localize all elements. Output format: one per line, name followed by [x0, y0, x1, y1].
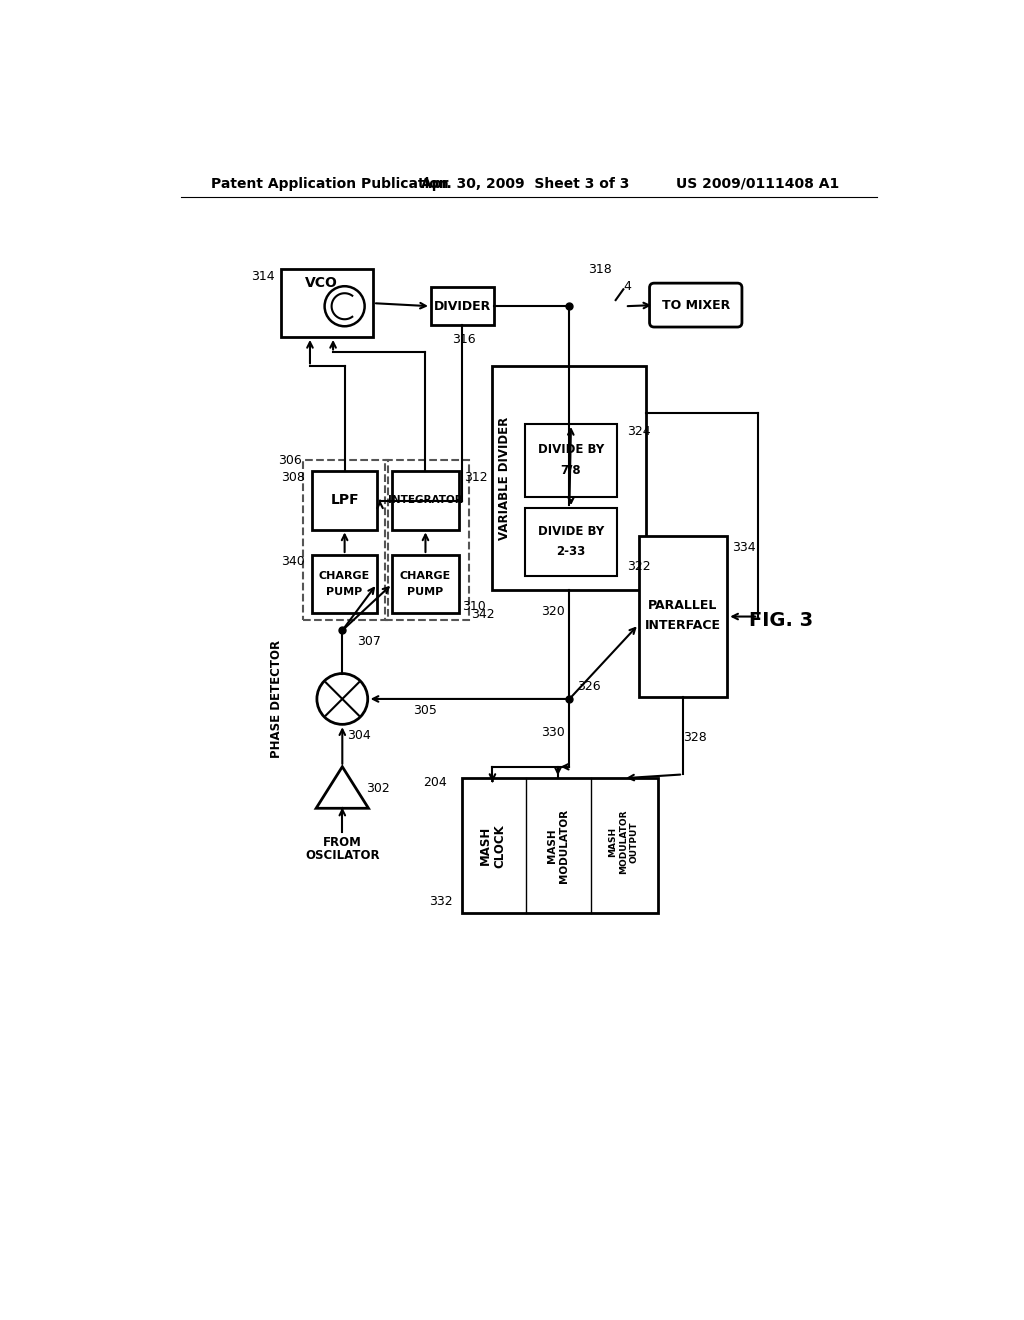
- Text: CHARGE: CHARGE: [399, 572, 452, 581]
- FancyBboxPatch shape: [392, 554, 459, 612]
- Text: 308: 308: [281, 471, 304, 483]
- Text: 310: 310: [462, 601, 485, 612]
- FancyBboxPatch shape: [462, 779, 658, 913]
- FancyBboxPatch shape: [639, 536, 727, 697]
- FancyBboxPatch shape: [392, 471, 459, 529]
- Text: 322: 322: [627, 560, 650, 573]
- Text: US 2009/0111408 A1: US 2009/0111408 A1: [676, 177, 839, 191]
- Text: MASH
CLOCK: MASH CLOCK: [478, 824, 507, 867]
- FancyBboxPatch shape: [493, 367, 646, 590]
- Text: DIVIDE BY: DIVIDE BY: [538, 444, 604, 457]
- Text: 318: 318: [589, 263, 612, 276]
- Text: PHASE DETECTOR: PHASE DETECTOR: [270, 640, 284, 758]
- Text: MASH
MODULATOR: MASH MODULATOR: [547, 809, 568, 883]
- Text: PARALLEL: PARALLEL: [648, 599, 718, 612]
- Text: DIVIDE BY: DIVIDE BY: [538, 524, 604, 537]
- Text: 7/8: 7/8: [561, 463, 582, 477]
- Text: FIG. 3: FIG. 3: [750, 611, 813, 630]
- Text: Apr. 30, 2009  Sheet 3 of 3: Apr. 30, 2009 Sheet 3 of 3: [421, 177, 629, 191]
- FancyBboxPatch shape: [431, 286, 494, 326]
- Text: 324: 324: [627, 425, 650, 438]
- Text: 306: 306: [278, 454, 301, 467]
- Text: 4: 4: [624, 280, 631, 293]
- Text: 342: 342: [471, 607, 495, 620]
- Text: MASH
MODULATOR
OUTPUT: MASH MODULATOR OUTPUT: [608, 809, 638, 874]
- Text: 302: 302: [366, 781, 389, 795]
- FancyBboxPatch shape: [524, 424, 617, 498]
- Text: 332: 332: [429, 895, 453, 908]
- Text: Patent Application Publication: Patent Application Publication: [211, 177, 450, 191]
- Text: 314: 314: [251, 271, 274, 284]
- Text: PUMP: PUMP: [327, 586, 362, 597]
- FancyBboxPatch shape: [524, 508, 617, 576]
- Text: 340: 340: [281, 554, 304, 568]
- FancyBboxPatch shape: [281, 269, 373, 337]
- FancyBboxPatch shape: [312, 471, 377, 529]
- Text: 326: 326: [577, 680, 600, 693]
- Text: 316: 316: [453, 333, 476, 346]
- Text: TO MIXER: TO MIXER: [662, 298, 730, 312]
- Text: PUMP: PUMP: [408, 586, 443, 597]
- Text: 307: 307: [357, 635, 381, 648]
- Text: OSCILATOR: OSCILATOR: [305, 849, 380, 862]
- Text: CHARGE: CHARGE: [319, 572, 371, 581]
- Text: 330: 330: [541, 726, 564, 739]
- Text: 204: 204: [423, 776, 446, 788]
- Text: 334: 334: [732, 541, 756, 554]
- Text: 2-33: 2-33: [556, 545, 586, 557]
- Text: VCO: VCO: [305, 276, 338, 290]
- Text: 305: 305: [414, 704, 437, 717]
- Text: 304: 304: [347, 729, 371, 742]
- Text: 320: 320: [541, 605, 564, 618]
- Text: INTEGRATOR: INTEGRATOR: [388, 495, 463, 506]
- Text: FROM: FROM: [323, 836, 361, 849]
- Text: 328: 328: [683, 731, 707, 744]
- Text: LPF: LPF: [331, 494, 359, 507]
- FancyBboxPatch shape: [312, 554, 377, 612]
- Text: VARIABLE DIVIDER: VARIABLE DIVIDER: [498, 416, 511, 540]
- Text: 312: 312: [464, 471, 487, 483]
- FancyBboxPatch shape: [649, 284, 742, 327]
- Text: DIVIDER: DIVIDER: [434, 300, 492, 313]
- Text: INTERFACE: INTERFACE: [645, 619, 721, 632]
